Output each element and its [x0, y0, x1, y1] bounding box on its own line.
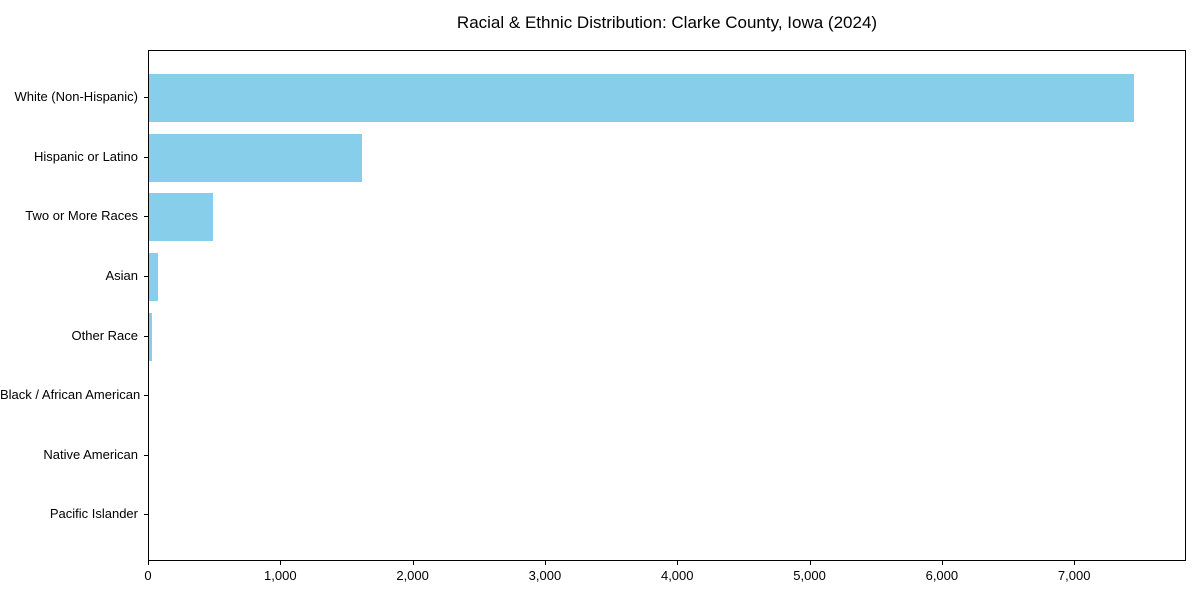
y-axis-label: Native American [43, 446, 138, 462]
x-axis-label: 6,000 [925, 568, 959, 583]
y-tick-mark [144, 156, 148, 158]
y-tick-mark [144, 275, 148, 277]
x-axis-label: 1,000 [264, 568, 297, 583]
x-axis-label: 5,000 [793, 568, 826, 583]
x-tick-mark [809, 561, 811, 565]
bar-hispanic-or-latino [149, 133, 363, 182]
y-tick-mark [144, 335, 148, 337]
bar-two-or-more-races [149, 193, 214, 242]
x-tick-mark [1074, 561, 1076, 565]
bar-white-non-hispanic [149, 74, 1135, 122]
y-tick-mark [144, 216, 148, 218]
y-axis-label: Two or More Races [25, 208, 138, 224]
y-axis-label: Black / African American [0, 387, 141, 403]
y-axis-label: Asian [105, 267, 138, 283]
chart-title: Racial & Ethnic Distribution: Clarke Cou… [456, 13, 878, 32]
y-tick-mark [144, 395, 148, 397]
x-tick-mark [280, 561, 282, 565]
y-tick-mark [144, 97, 148, 98]
x-axis-label: 3,000 [528, 568, 562, 583]
plot-area [148, 50, 1186, 561]
x-axis-label: 7,000 [1057, 568, 1091, 583]
bar-other-race [149, 312, 153, 361]
x-axis-label: 4,000 [660, 568, 694, 583]
x-tick-mark [148, 561, 149, 565]
y-axis-label: Pacific Islander [49, 506, 138, 522]
x-tick-mark [544, 561, 546, 565]
x-axis-label: 0 [144, 568, 152, 583]
y-axis-label: White (Non-Hispanic) [14, 89, 138, 104]
bar-asian [149, 252, 158, 301]
x-tick-mark [677, 561, 679, 565]
y-tick-mark [144, 454, 148, 456]
x-axis-label: 2,000 [396, 568, 429, 583]
x-tick-mark [941, 561, 943, 565]
y-axis-label: Hispanic or Latino [33, 148, 138, 164]
x-tick-mark [412, 561, 414, 565]
y-tick-mark [144, 514, 148, 516]
y-axis-label: Other Race [71, 327, 138, 343]
